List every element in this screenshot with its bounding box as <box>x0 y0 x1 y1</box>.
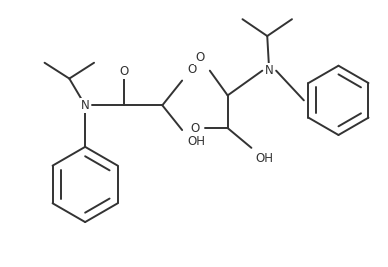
Text: O: O <box>196 51 205 64</box>
Text: OH: OH <box>255 152 274 165</box>
Text: O: O <box>119 65 128 78</box>
Text: N: N <box>265 64 274 77</box>
Text: N: N <box>81 99 90 112</box>
Text: O: O <box>187 62 196 76</box>
Text: O: O <box>191 121 200 135</box>
Text: OH: OH <box>187 135 205 148</box>
